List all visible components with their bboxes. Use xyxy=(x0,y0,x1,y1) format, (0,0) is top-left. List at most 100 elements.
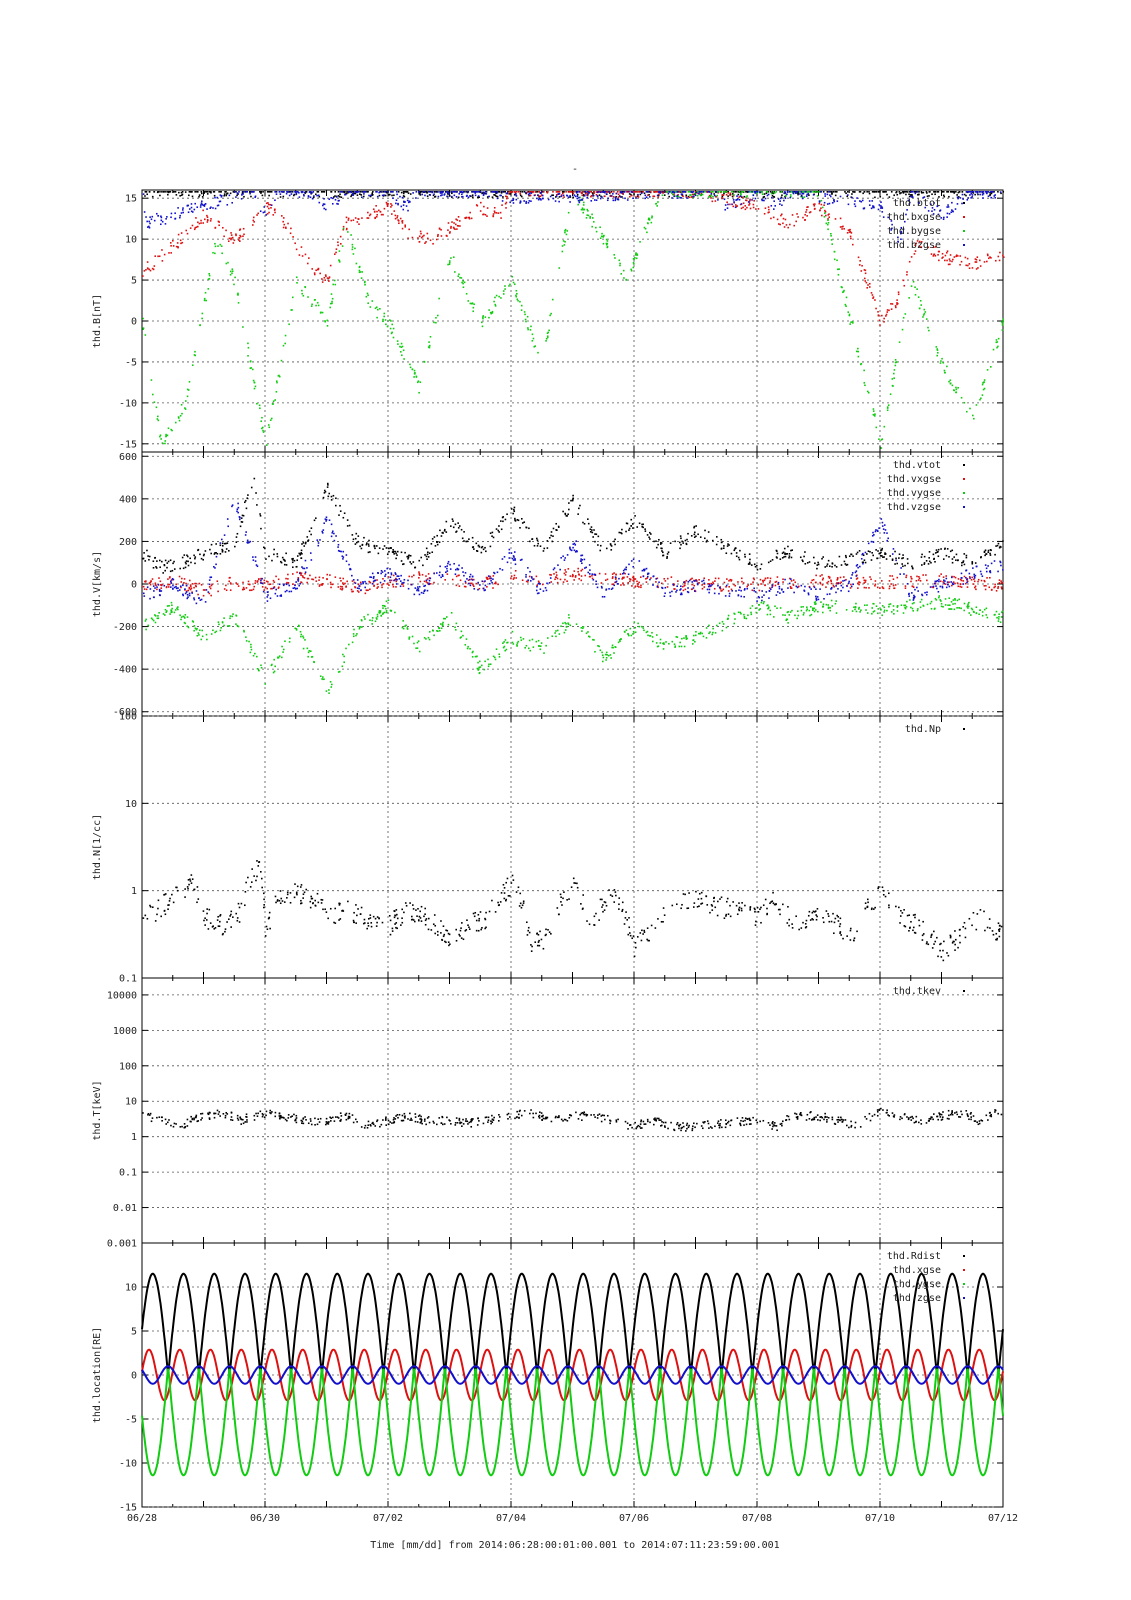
data-point xyxy=(368,545,370,547)
data-point xyxy=(399,195,401,198)
data-point xyxy=(594,650,596,653)
data-point xyxy=(193,586,195,589)
data-point xyxy=(723,198,726,201)
data-point xyxy=(225,548,228,550)
data-point xyxy=(572,494,574,497)
data-point xyxy=(542,191,545,193)
data-point xyxy=(259,514,262,517)
data-point xyxy=(703,577,706,580)
data-point xyxy=(781,194,783,197)
data-point xyxy=(256,214,258,216)
data-point xyxy=(642,191,644,193)
data-point xyxy=(696,580,698,582)
data-point xyxy=(261,194,264,197)
data-point xyxy=(536,584,538,587)
data-point xyxy=(949,379,952,382)
data-point xyxy=(883,611,885,613)
data-point xyxy=(466,194,468,197)
data-point xyxy=(566,580,568,582)
data-point xyxy=(744,556,746,558)
data-point xyxy=(586,194,588,196)
data-point xyxy=(291,309,293,311)
data-point xyxy=(435,321,437,324)
data-point xyxy=(981,191,983,193)
data-point xyxy=(451,191,453,193)
data-point xyxy=(292,583,294,585)
data-point xyxy=(242,191,245,193)
data-point xyxy=(868,204,871,206)
data-point xyxy=(610,545,613,547)
data-point xyxy=(550,534,552,537)
data-point xyxy=(602,236,605,238)
data-point xyxy=(1000,586,1003,589)
data-point xyxy=(903,191,906,193)
data-point xyxy=(974,562,977,564)
data-point xyxy=(911,196,914,198)
data-point xyxy=(637,196,640,198)
data-point xyxy=(248,583,251,586)
data-point xyxy=(260,664,262,667)
data-point xyxy=(780,197,782,200)
data-point xyxy=(922,196,925,199)
data-point xyxy=(382,320,384,323)
data-point xyxy=(369,588,371,591)
data-point xyxy=(693,533,696,536)
data-point xyxy=(542,550,545,552)
data-point xyxy=(426,553,429,556)
data-point xyxy=(250,648,253,651)
data-point xyxy=(638,191,640,193)
data-point xyxy=(264,683,266,685)
data-point xyxy=(342,225,345,228)
data-point xyxy=(827,218,829,220)
data-point xyxy=(312,578,315,581)
data-point xyxy=(171,607,173,610)
data-point xyxy=(584,574,587,577)
data-point xyxy=(231,201,233,204)
data-point xyxy=(528,200,531,202)
data-point xyxy=(252,588,255,591)
data-point xyxy=(273,209,276,211)
data-point xyxy=(546,335,549,338)
data-point xyxy=(787,226,789,229)
data-point xyxy=(835,600,837,602)
data-point xyxy=(245,191,247,193)
data-point xyxy=(582,204,585,206)
data-point xyxy=(272,400,275,402)
data-point xyxy=(651,640,654,643)
data-point xyxy=(373,545,376,548)
data-point xyxy=(153,219,156,222)
data-point xyxy=(329,581,332,584)
data-point xyxy=(882,587,884,589)
data-point xyxy=(755,611,758,614)
data-point xyxy=(307,577,310,580)
data-point xyxy=(591,574,593,577)
data-point xyxy=(470,578,473,580)
data-point xyxy=(738,558,741,561)
data-point xyxy=(359,581,362,584)
data-point xyxy=(279,560,282,563)
data-point xyxy=(771,559,774,561)
data-point xyxy=(632,266,635,269)
data-point xyxy=(151,267,154,270)
data-point xyxy=(846,195,848,198)
data-point xyxy=(799,193,801,195)
data-point xyxy=(801,191,804,193)
data-point xyxy=(854,200,856,202)
data-point xyxy=(855,610,858,613)
data-point xyxy=(335,248,338,250)
data-point xyxy=(488,316,490,319)
data-point xyxy=(655,634,658,636)
data-point xyxy=(361,626,363,628)
y-tick-label: -5 xyxy=(125,357,137,368)
data-point xyxy=(494,211,496,214)
data-point xyxy=(369,619,371,622)
data-point xyxy=(915,242,918,245)
data-point xyxy=(330,495,333,498)
data-point xyxy=(196,627,198,630)
data-point xyxy=(387,547,390,550)
data-point xyxy=(249,651,252,654)
data-point xyxy=(979,398,981,401)
data-point xyxy=(859,191,862,193)
data-point xyxy=(662,554,664,557)
